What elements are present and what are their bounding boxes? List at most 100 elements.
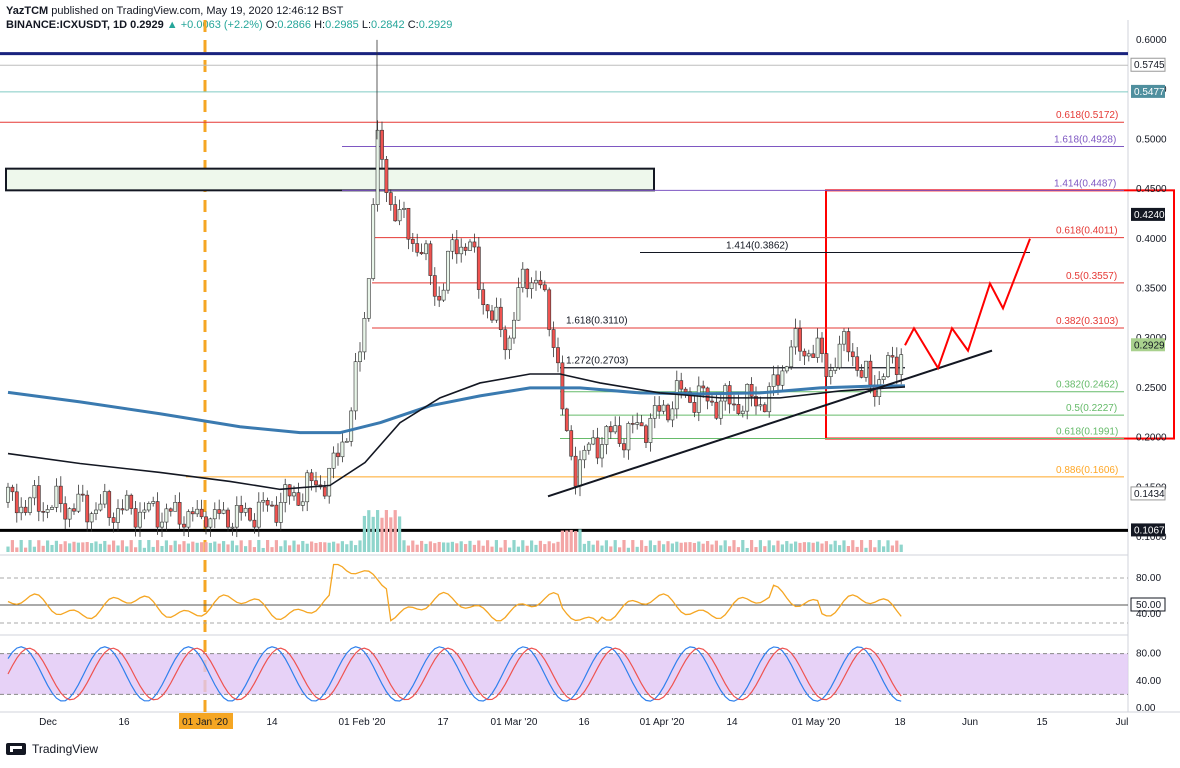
volume-bar: [860, 540, 864, 552]
volume-bar: [512, 540, 516, 552]
candle-body: [292, 492, 296, 497]
volume-bar: [855, 546, 859, 552]
volume-bar: [591, 544, 595, 552]
candle-body: [28, 497, 32, 513]
price-tick-label: 0.1000: [1136, 532, 1167, 543]
up-arrow-icon: ▲: [166, 19, 178, 31]
candle-body: [459, 246, 464, 255]
volume-bar: [384, 510, 388, 552]
candle-body: [296, 492, 301, 506]
candle-body: [415, 243, 420, 253]
candle-body: [173, 502, 178, 512]
candle-body: [252, 519, 257, 528]
volume-bar: [37, 540, 41, 552]
volume-bar: [631, 540, 635, 552]
volume-bar: [354, 545, 358, 552]
volume-bar: [516, 546, 520, 552]
volume-bar: [41, 545, 45, 552]
candle-body: [732, 403, 736, 406]
candle-body: [701, 385, 706, 389]
candle-body: [644, 425, 648, 443]
volume-bar: [477, 540, 481, 552]
candle-body: [322, 486, 327, 497]
volume-bar: [464, 544, 468, 552]
volume-bar: [327, 542, 331, 552]
volume-bar: [204, 542, 208, 552]
volume-bar: [393, 510, 397, 552]
candle-body: [679, 380, 684, 390]
volume-bar: [481, 545, 485, 552]
rsi-tick-label: 80.00: [1136, 573, 1161, 584]
price-badge-label: 0.2929: [1134, 340, 1165, 351]
volume-bar: [530, 540, 534, 552]
volume-bar: [125, 546, 129, 552]
fib-label: 1.618(0.3110): [566, 315, 628, 326]
candle-body: [824, 353, 829, 377]
candle-body: [666, 404, 670, 421]
volume-bar: [644, 545, 648, 552]
volume-bar: [112, 540, 116, 552]
volume-bar: [640, 540, 644, 552]
candle-body: [776, 374, 780, 386]
fib-label: 0.886(0.1606): [1056, 465, 1118, 476]
price-badge-label: 0.1067: [1134, 525, 1165, 536]
price-badge: [1131, 207, 1165, 221]
time-tick-label: 18: [894, 717, 906, 728]
volume-bar: [63, 541, 67, 552]
volume-bar: [94, 541, 98, 552]
volume-bar: [679, 542, 683, 552]
candle-body: [129, 494, 134, 509]
candle-body: [371, 204, 376, 279]
volume-bar: [710, 544, 714, 552]
volume-bar: [208, 542, 212, 552]
candle-body: [688, 391, 692, 403]
candle-body: [138, 511, 142, 528]
high-label: H:: [314, 19, 326, 31]
candle-body: [344, 441, 349, 443]
candle-body: [300, 501, 305, 506]
volume-bar: [54, 540, 58, 552]
volume-bar: [120, 540, 124, 552]
candle-body: [573, 455, 578, 487]
volume-bar: [732, 540, 736, 552]
volume-bar: [472, 544, 476, 552]
volume-bar: [776, 540, 780, 552]
rsi-line: [7, 563, 902, 623]
candle-body: [780, 370, 785, 386]
rsi-tick-label: 50.00: [1136, 600, 1161, 611]
candle-body: [754, 396, 758, 407]
volume-bar: [609, 546, 613, 552]
candle-body: [190, 511, 195, 515]
stoch-tick-label: 0.00: [1136, 703, 1156, 714]
volume-bar: [332, 541, 336, 552]
stoch-band: [0, 653, 1128, 695]
volume-bar: [318, 542, 322, 552]
candle-body: [890, 355, 895, 358]
volume-bar: [714, 540, 718, 552]
volume-bar: [310, 541, 314, 552]
volume-bar: [675, 541, 679, 552]
candle-body: [864, 360, 868, 378]
volume-bar: [596, 540, 600, 552]
open-value: 0.2866: [277, 19, 312, 31]
candle-body: [520, 268, 525, 288]
candle-body: [525, 268, 530, 289]
candle-body: [204, 516, 208, 528]
candle-body: [98, 503, 103, 511]
candle-body: [155, 501, 160, 528]
candle-body: [472, 241, 477, 248]
volume-bar: [411, 540, 415, 552]
candle-body: [432, 275, 437, 297]
volume-bar: [301, 541, 305, 552]
candle-body: [661, 404, 666, 412]
volume-bar: [6, 546, 10, 552]
volume-bar: [508, 547, 512, 552]
candle-body: [556, 347, 560, 364]
volume-bar: [50, 544, 54, 552]
high-value: 0.2985: [325, 19, 359, 31]
volume-bar: [367, 510, 371, 552]
volume-bar: [785, 541, 789, 552]
volume-bar: [147, 540, 151, 552]
volume-bar: [772, 545, 776, 552]
